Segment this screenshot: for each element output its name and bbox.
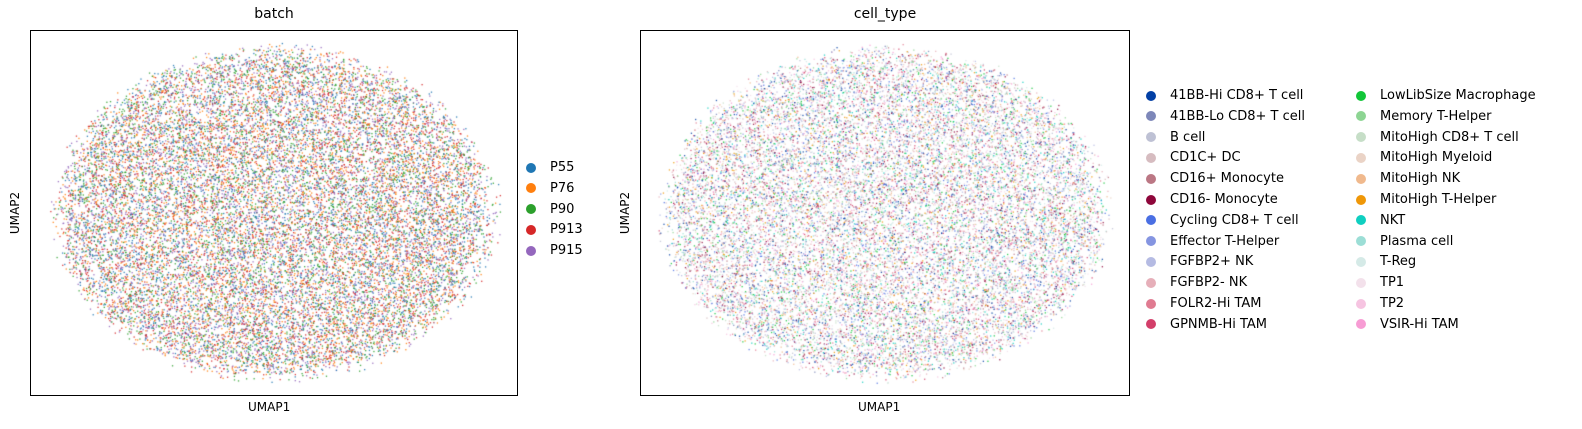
legend-item: CD16- Monocyte [1146,192,1278,207]
legend-label: P915 [550,243,583,259]
chart-title: cell_type [853,6,917,22]
legend-item: GPNMB-Hi TAM [1146,317,1267,332]
legend-item: P90 [526,202,574,217]
legend-item: 41BB-Hi CD8+ T cell [1146,88,1303,103]
legend-marker-icon [1146,215,1156,226]
legend-label: TP1 [1380,275,1405,291]
legend-item: Cycling CD8+ T cell [1146,213,1299,228]
legend-label: NKT [1380,212,1406,228]
scatter-points [641,31,1129,395]
legend-marker-icon [1146,256,1156,267]
legend-item: MitoHigh NK [1356,171,1460,186]
legend-label: VSIR-Hi TAM [1380,316,1459,332]
legend-item: P55 [526,160,574,175]
legend-marker-icon [1356,298,1366,309]
legend-marker-icon [1146,319,1156,330]
legend-item: MitoHigh Myeloid [1356,150,1492,165]
y-axis-label: UMAP2 [8,191,23,235]
legend-marker-icon [1146,152,1156,163]
legend-marker-icon [1146,194,1156,205]
legend-marker-icon [1356,194,1366,205]
legend-item: CD1C+ DC [1146,150,1241,165]
legend-item: P915 [526,243,583,258]
legend-label: MitoHigh Myeloid [1380,150,1493,166]
x-axis-label: UMAP1 [858,400,901,414]
legend-label: CD16+ Monocyte [1170,171,1284,187]
legend-label: CD1C+ DC [1170,150,1241,166]
legend-item: P913 [526,222,583,237]
legend-marker-icon [1356,152,1366,163]
legend-label: P90 [550,201,575,217]
legend-marker-icon [1356,256,1366,267]
legend-label: MitoHigh T-Helper [1380,192,1497,207]
legend-marker-icon [1356,319,1366,330]
legend-marker-icon [1356,90,1366,101]
legend-item: Effector T-Helper [1146,234,1279,249]
legend-label: MitoHigh NK [1380,171,1461,187]
legend-marker-icon [1356,111,1366,122]
legend-item: Memory T-Helper [1356,109,1491,124]
legend-item: MitoHigh T-Helper [1356,192,1496,207]
legend-item: TP2 [1356,296,1404,311]
legend-label: Effector T-Helper [1170,233,1280,249]
legend: 41BB-Hi CD8+ T cell 41BB-Lo CD8+ T cell B … [1146,88,1576,338]
legend-marker-icon [526,183,536,194]
x-axis-label: UMAP1 [248,400,291,414]
legend-label: B cell [1170,129,1206,145]
legend-marker-icon [1356,132,1366,143]
legend-marker-icon [1356,277,1366,288]
legend-marker-icon [1356,173,1366,184]
legend-item: VSIR-Hi TAM [1356,317,1459,332]
legend-marker-icon [1146,173,1156,184]
legend-label: LowLibSize Macrophage [1380,88,1536,103]
legend-marker-icon [1146,298,1156,309]
legend-label: 41BB-Hi CD8+ T cell [1170,88,1304,103]
legend-marker-icon [1146,236,1156,247]
legend-label: MitoHigh CD8+ T cell [1380,129,1519,145]
legend: P55 P76 P90 P913 P915 [526,160,606,270]
legend-label: Memory T-Helper [1380,108,1492,124]
legend-item: B cell [1146,130,1205,145]
legend-item: FGFBP2- NK [1146,275,1247,290]
legend-label: TP2 [1380,296,1405,311]
legend-label: P76 [550,180,575,196]
legend-item: FGFBP2+ NK [1146,254,1253,269]
legend-item: CD16+ Monocyte [1146,171,1284,186]
legend-label: 41BB-Lo CD8+ T cell [1170,108,1305,124]
legend-item: MitoHigh CD8+ T cell [1356,130,1519,145]
legend-label: FGFBP2- NK [1170,275,1248,291]
scatter-points [31,31,517,395]
legend-label: T-Reg [1380,254,1417,270]
legend-marker-icon [1146,111,1156,122]
legend-item: Plasma cell [1356,234,1453,249]
legend-label: P913 [550,222,583,238]
legend-label: P55 [550,160,575,175]
legend-marker-icon [526,245,536,256]
legend-item: TP1 [1356,275,1404,290]
chart-title: batch [254,6,294,22]
legend-label: Plasma cell [1380,233,1454,249]
legend-item: T-Reg [1356,254,1416,269]
legend-item: FOLR2-Hi TAM [1146,296,1262,311]
legend-label: FOLR2-Hi TAM [1170,296,1262,311]
legend-marker-icon [1146,132,1156,143]
legend-item: P76 [526,181,574,196]
legend-label: CD16- Monocyte [1170,192,1278,207]
legend-label: FGFBP2+ NK [1170,254,1254,270]
scatter-plot-area [30,30,518,396]
legend-item: 41BB-Lo CD8+ T cell [1146,109,1305,124]
legend-marker-icon [1356,236,1366,247]
legend-marker-icon [1356,215,1366,226]
legend-label: Cycling CD8+ T cell [1170,212,1299,228]
scatter-plot-area [640,30,1130,396]
legend-marker-icon [1146,90,1156,101]
legend-item: NKT [1356,213,1405,228]
legend-marker-icon [526,162,536,173]
legend-item: LowLibSize Macrophage [1356,88,1536,103]
legend-marker-icon [1146,277,1156,288]
y-axis-label: UMAP2 [618,191,633,235]
legend-marker-icon [526,224,536,235]
legend-label: GPNMB-Hi TAM [1170,316,1268,332]
legend-marker-icon [526,204,536,215]
